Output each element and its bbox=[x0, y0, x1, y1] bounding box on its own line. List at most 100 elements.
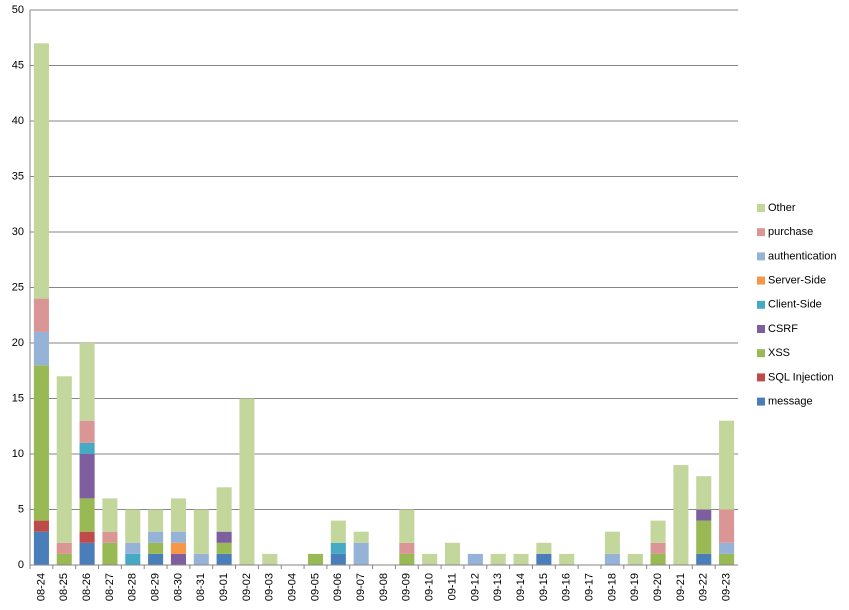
bar-segment bbox=[307, 553, 324, 565]
bar-segment bbox=[148, 542, 164, 554]
x-tick-label: 08-26 bbox=[81, 573, 93, 601]
y-tick-label: 20 bbox=[12, 337, 24, 349]
bar-segment bbox=[239, 398, 255, 565]
x-tick-label: 09-03 bbox=[264, 573, 276, 601]
bar-segment bbox=[399, 542, 415, 554]
y-tick-label: 30 bbox=[12, 226, 24, 238]
bar-segment bbox=[170, 553, 186, 565]
bar-segment bbox=[353, 531, 369, 543]
x-tick-label: 09-16 bbox=[561, 573, 573, 601]
bar-segment bbox=[79, 531, 95, 543]
legend-swatch bbox=[757, 349, 765, 358]
legend-swatch bbox=[757, 373, 765, 382]
bar-segment bbox=[148, 509, 164, 532]
x-tick-label: 09-13 bbox=[492, 573, 504, 601]
x-tick-label: 09-23 bbox=[720, 573, 732, 601]
bar-segment bbox=[125, 509, 141, 543]
bar-segment bbox=[79, 442, 95, 454]
bar-segment bbox=[719, 542, 735, 554]
x-tick-label: 09-05 bbox=[309, 573, 321, 601]
y-tick-label: 50 bbox=[12, 4, 24, 16]
legend-label: purchase bbox=[768, 226, 813, 238]
legend-label: Client-Side bbox=[768, 299, 822, 311]
bar-segment bbox=[216, 542, 232, 554]
bar-segment bbox=[604, 553, 620, 565]
x-tick-label: 09-21 bbox=[675, 573, 687, 601]
x-tick-label: 09-01 bbox=[218, 573, 230, 601]
bar-segment bbox=[102, 542, 118, 565]
x-tick-label: 09-11 bbox=[446, 573, 458, 600]
bar-segment bbox=[33, 298, 49, 332]
bar-segment bbox=[604, 531, 620, 554]
bar-segment bbox=[559, 553, 575, 565]
bar-segment bbox=[513, 553, 529, 565]
bar-segment bbox=[102, 498, 118, 532]
bar-segment bbox=[216, 553, 232, 565]
x-tick-label: 09-04 bbox=[287, 573, 299, 601]
x-tick-label: 08-30 bbox=[172, 573, 184, 601]
legend-label: XSS bbox=[768, 347, 790, 359]
x-tick-label: 09-18 bbox=[606, 573, 618, 601]
bar-segment bbox=[79, 542, 95, 565]
bar-segment bbox=[330, 542, 346, 554]
bar-segment bbox=[79, 420, 95, 443]
x-tick-label: 08-25 bbox=[58, 573, 70, 601]
bar-segment bbox=[330, 520, 346, 543]
legend-swatch bbox=[757, 397, 765, 406]
bar-segment bbox=[696, 476, 712, 510]
bar-segment bbox=[79, 343, 95, 421]
bar-segment bbox=[650, 542, 666, 554]
y-tick-label: 10 bbox=[12, 448, 24, 460]
bar-segment bbox=[330, 553, 346, 565]
bar-segment bbox=[399, 553, 415, 565]
x-tick-label: 09-10 bbox=[424, 573, 436, 601]
bar-segment bbox=[719, 420, 735, 510]
bar-segment bbox=[444, 542, 461, 565]
bar-segment bbox=[148, 553, 164, 565]
x-tick-label: 08-28 bbox=[127, 573, 139, 601]
bar-segment bbox=[125, 553, 141, 565]
x-tick-label: 09-19 bbox=[629, 573, 641, 601]
bar-segment bbox=[170, 531, 186, 543]
y-tick-label: 5 bbox=[18, 503, 24, 515]
bar-segment bbox=[719, 509, 735, 543]
bar-segment bbox=[170, 498, 186, 532]
x-tick-label: 09-12 bbox=[469, 573, 481, 601]
y-tick-label: 15 bbox=[12, 392, 24, 404]
legend-swatch bbox=[757, 325, 765, 333]
x-tick-label: 08-31 bbox=[195, 573, 207, 601]
legend-swatch bbox=[757, 276, 765, 285]
bar-segment bbox=[33, 331, 49, 366]
bar-segment bbox=[216, 531, 232, 543]
bar-segment bbox=[125, 542, 141, 554]
bar-segment bbox=[696, 509, 712, 521]
y-tick-label: 25 bbox=[12, 281, 24, 293]
x-tick-label: 09-15 bbox=[538, 573, 550, 601]
legend-label: Server-Side bbox=[768, 275, 826, 287]
bar-segment bbox=[79, 454, 95, 499]
legend-swatch bbox=[757, 300, 765, 309]
bar-segment bbox=[33, 43, 49, 299]
x-tick-label: 09-17 bbox=[583, 573, 595, 601]
x-tick-label: 09-02 bbox=[241, 573, 253, 601]
x-tick-label: 09-22 bbox=[698, 573, 710, 601]
bar-segment bbox=[399, 509, 415, 543]
legend-swatch bbox=[757, 252, 765, 261]
bar-segment bbox=[262, 553, 278, 565]
legend-label: Other bbox=[768, 202, 796, 214]
bar-segment bbox=[170, 542, 186, 554]
bar-segment bbox=[33, 520, 49, 532]
bar-segment bbox=[56, 376, 72, 543]
bar-segment bbox=[673, 465, 689, 565]
bar-segment bbox=[467, 553, 483, 565]
bar-segment bbox=[650, 553, 666, 565]
bar-segment bbox=[56, 553, 72, 565]
bar-segment bbox=[719, 553, 735, 565]
bar-segment bbox=[422, 553, 438, 565]
bar-segment bbox=[56, 542, 72, 554]
x-tick-label: 08-27 bbox=[104, 573, 116, 601]
legend-label: authentication bbox=[768, 250, 837, 262]
x-tick-label: 09-14 bbox=[515, 573, 527, 601]
x-tick-label: 09-08 bbox=[378, 573, 390, 601]
